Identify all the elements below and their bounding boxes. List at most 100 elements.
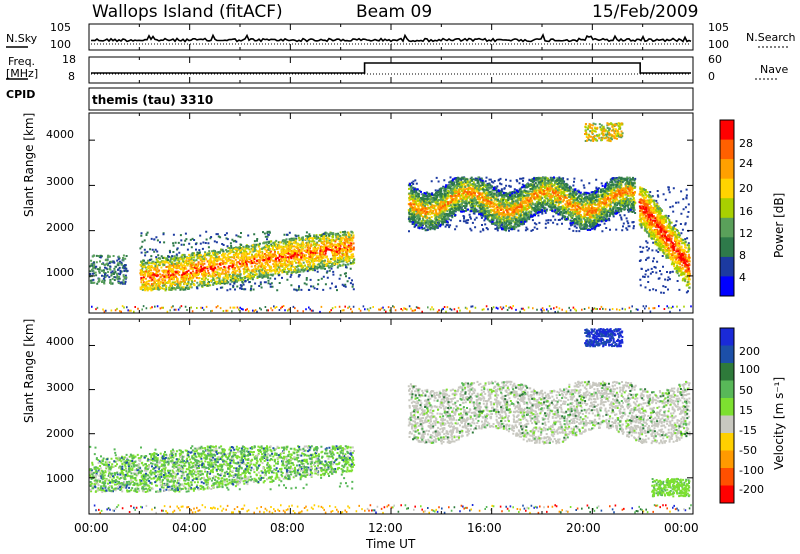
- echo-points: [651, 477, 691, 498]
- power-colorbar-segment: [720, 198, 734, 219]
- echo-points: [90, 254, 128, 285]
- power-ytick-1000: 1000: [46, 266, 74, 279]
- velocity-colorbar-segment: [720, 328, 734, 346]
- nsearch-tick-bottom: 100: [708, 38, 729, 51]
- nave-tick-bottom: 0: [708, 70, 715, 83]
- station-title: Wallops Island (fitACF): [92, 2, 283, 22]
- echo-points: [638, 187, 691, 289]
- vel-ytick-3000: 3000: [46, 381, 74, 394]
- power-colorbar-segment: [720, 120, 734, 141]
- xtick-1200: 12:00: [368, 521, 403, 535]
- velocity-colorbar-segment: [720, 485, 734, 504]
- echo-points: [408, 176, 637, 231]
- xtick-0400: 04:00: [172, 521, 207, 535]
- cpid-label: CPID: [6, 88, 36, 101]
- vel-cb-m50: -50: [739, 444, 757, 457]
- velocity-colorbar-segment: [720, 468, 734, 486]
- cpid-value: themis (tau) 3310: [92, 93, 214, 107]
- echo-points: [407, 380, 691, 445]
- freq-unit-label: [MHz]: [6, 67, 39, 80]
- velocity-colorbar-segment: [720, 345, 734, 364]
- power-colorbar-segment: [720, 237, 734, 258]
- echo-points: [409, 176, 632, 231]
- velocity-colorbar-frame: [719, 327, 735, 504]
- power-ytick-4000: 4000: [46, 128, 74, 141]
- xtick-2000: 20:00: [566, 521, 601, 535]
- velocity-colorbar-segment: [720, 433, 734, 451]
- freq-tick-bottom: 8: [68, 70, 75, 83]
- power-colorbar-segment: [720, 139, 734, 160]
- ground-scatter-points: [142, 305, 638, 313]
- echo-points: [89, 445, 354, 493]
- xlabel: Time UT: [366, 537, 416, 551]
- nsky-label: N.Sky: [6, 32, 38, 45]
- ground-scatter-points: [100, 504, 659, 514]
- echo-points: [408, 187, 635, 216]
- vel-ytick-2000: 2000: [46, 427, 74, 440]
- xtick-1600: 16:00: [467, 521, 502, 535]
- vel-cb-m200: -200: [739, 483, 764, 496]
- cpid-frame: [88, 87, 694, 111]
- power-colorbar-segment: [720, 217, 734, 238]
- vel-cb-50: 50: [739, 384, 753, 397]
- ground-scatter-points: [151, 504, 671, 514]
- power-cb-28: 28: [739, 137, 753, 150]
- echo-points: [89, 254, 128, 285]
- vel-ytick-1000: 1000: [46, 472, 74, 485]
- echo-points: [638, 201, 690, 271]
- power-cb-8: 8: [739, 249, 746, 262]
- power-cb-16: 16: [739, 205, 753, 218]
- power-cb-20: 20: [739, 182, 753, 195]
- echo-points: [584, 122, 624, 142]
- velocity-colorbar-segment: [720, 380, 734, 399]
- vel-cb-15: 15: [739, 404, 753, 417]
- power-cb-4: 4: [739, 271, 746, 284]
- echo-points: [584, 122, 624, 142]
- nsky-tick-bottom: 100: [50, 38, 71, 51]
- nsky-series-line: [90, 32, 692, 43]
- ground-scatter-points: [107, 506, 691, 514]
- power-cb-24: 24: [739, 157, 753, 170]
- ground-scatter-points: [116, 504, 692, 514]
- velocity-colorbar-segment: [720, 398, 734, 416]
- power-ytick-3000: 3000: [46, 175, 74, 188]
- power-colorbar-segment: [720, 256, 734, 277]
- echo-points: [140, 242, 352, 281]
- power-colorbar-segment: [720, 178, 734, 199]
- vel-ytick-4000: 4000: [46, 335, 74, 348]
- vel-cb-200: 200: [739, 345, 760, 358]
- echo-points: [140, 231, 356, 291]
- freq-tick-top: 18: [62, 53, 76, 66]
- velocity-colorbar-segment: [720, 415, 734, 434]
- vel-cb-m100: -100: [739, 464, 764, 477]
- vel-cb-100: 100: [739, 363, 760, 376]
- echo-points: [584, 122, 623, 142]
- power-colorbar-frame: [719, 119, 735, 297]
- echo-points: [139, 231, 355, 292]
- xtick-0800: 08:00: [270, 521, 305, 535]
- freq-series-line: [91, 62, 691, 74]
- power-colorbar-segment: [720, 159, 734, 180]
- echo-points: [407, 176, 637, 232]
- freq-label: Freq.: [8, 55, 36, 68]
- nave-label: Nave: [760, 63, 789, 76]
- echo-points: [139, 234, 355, 289]
- power-colorbar-segment: [720, 276, 734, 297]
- echo-points: [409, 184, 636, 219]
- power-cb-12: 12: [739, 227, 753, 240]
- date-label: 15/Feb/2009: [592, 2, 699, 22]
- velocity-colorbar-segment: [720, 363, 734, 381]
- xtick-2400: 00:00: [664, 521, 699, 535]
- nsearch-label: N.Search: [746, 31, 796, 44]
- ground-scatter-points: [99, 504, 569, 514]
- vel-cb-m15: -15: [739, 424, 757, 437]
- xtick-0000: 00:00: [74, 521, 109, 535]
- echo-points: [584, 328, 624, 348]
- power-ytick-2000: 2000: [46, 221, 74, 234]
- nsearch-tick-top: 105: [708, 21, 729, 34]
- echo-points: [584, 328, 621, 348]
- nave-tick-top: 60: [708, 53, 722, 66]
- echo-points: [639, 193, 691, 278]
